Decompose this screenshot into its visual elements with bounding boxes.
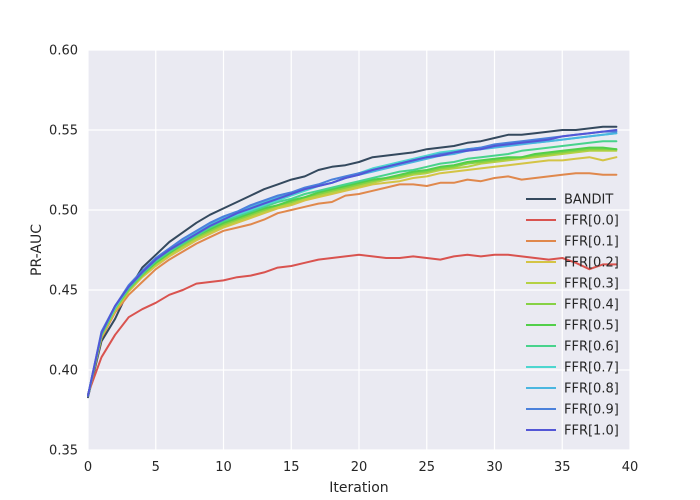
- legend-label-11: FFR[1.0]: [564, 424, 619, 439]
- series-line-11: [87, 129, 618, 397]
- series-line-4: [87, 149, 618, 397]
- legend-label-2: FFR[0.1]: [564, 235, 619, 250]
- x-tick-label: 0: [84, 460, 92, 475]
- series-line-0: [87, 125, 618, 399]
- legend-label-7: FFR[0.6]: [564, 340, 619, 355]
- legend-label-3: FFR[0.2]: [564, 256, 619, 271]
- x-tick-label: 35: [554, 460, 571, 475]
- y-tick-label: 0.50: [49, 204, 78, 219]
- series-line-10: [87, 130, 618, 397]
- legend-label-1: FFR[0.0]: [564, 214, 619, 229]
- series-line-7: [87, 140, 618, 397]
- y-tick-labels: 0.35 0.40 0.45 0.50 0.55 0.60: [49, 44, 78, 459]
- y-tick-label: 0.45: [49, 284, 78, 299]
- x-tick-label: 30: [486, 460, 503, 475]
- x-tick-label: 5: [152, 460, 160, 475]
- legend-label-9: FFR[0.8]: [564, 382, 619, 397]
- x-tick-label: 15: [283, 460, 300, 475]
- x-tick-labels: 0 5 10 15 20 25 30 35 40: [84, 460, 638, 475]
- y-tick-label: 0.40: [49, 364, 78, 379]
- series-line-1: [87, 253, 618, 395]
- y-tick-label: 0.35: [49, 444, 78, 459]
- legend-label-4: FFR[0.3]: [564, 277, 619, 292]
- x-tick-label: 40: [622, 460, 639, 475]
- series-line-2: [87, 172, 618, 397]
- y-tick-label: 0.55: [49, 124, 78, 139]
- y-axis-label: PR-AUC: [29, 224, 45, 276]
- series-line-3: [87, 156, 618, 397]
- legend-label-8: FFR[0.7]: [564, 361, 619, 376]
- grid-lines: [87, 49, 631, 451]
- series-lines: [87, 125, 618, 399]
- legend-label-10: FFR[0.9]: [564, 403, 619, 418]
- x-tick-label: 10: [215, 460, 232, 475]
- x-axis-label: Iteration: [329, 480, 388, 496]
- x-tick-label: 20: [351, 460, 368, 475]
- legend-label-5: FFR[0.4]: [564, 298, 619, 313]
- legend-label-6: FFR[0.5]: [564, 319, 619, 334]
- x-tick-label: 25: [418, 460, 435, 475]
- y-tick-label: 0.60: [49, 44, 78, 59]
- legend-label-0: BANDIT: [564, 193, 613, 208]
- legend: BANDIT FFR[0.0] FFR[0.1] FFR[0.2] FFR[0.3] FF…: [526, 193, 619, 439]
